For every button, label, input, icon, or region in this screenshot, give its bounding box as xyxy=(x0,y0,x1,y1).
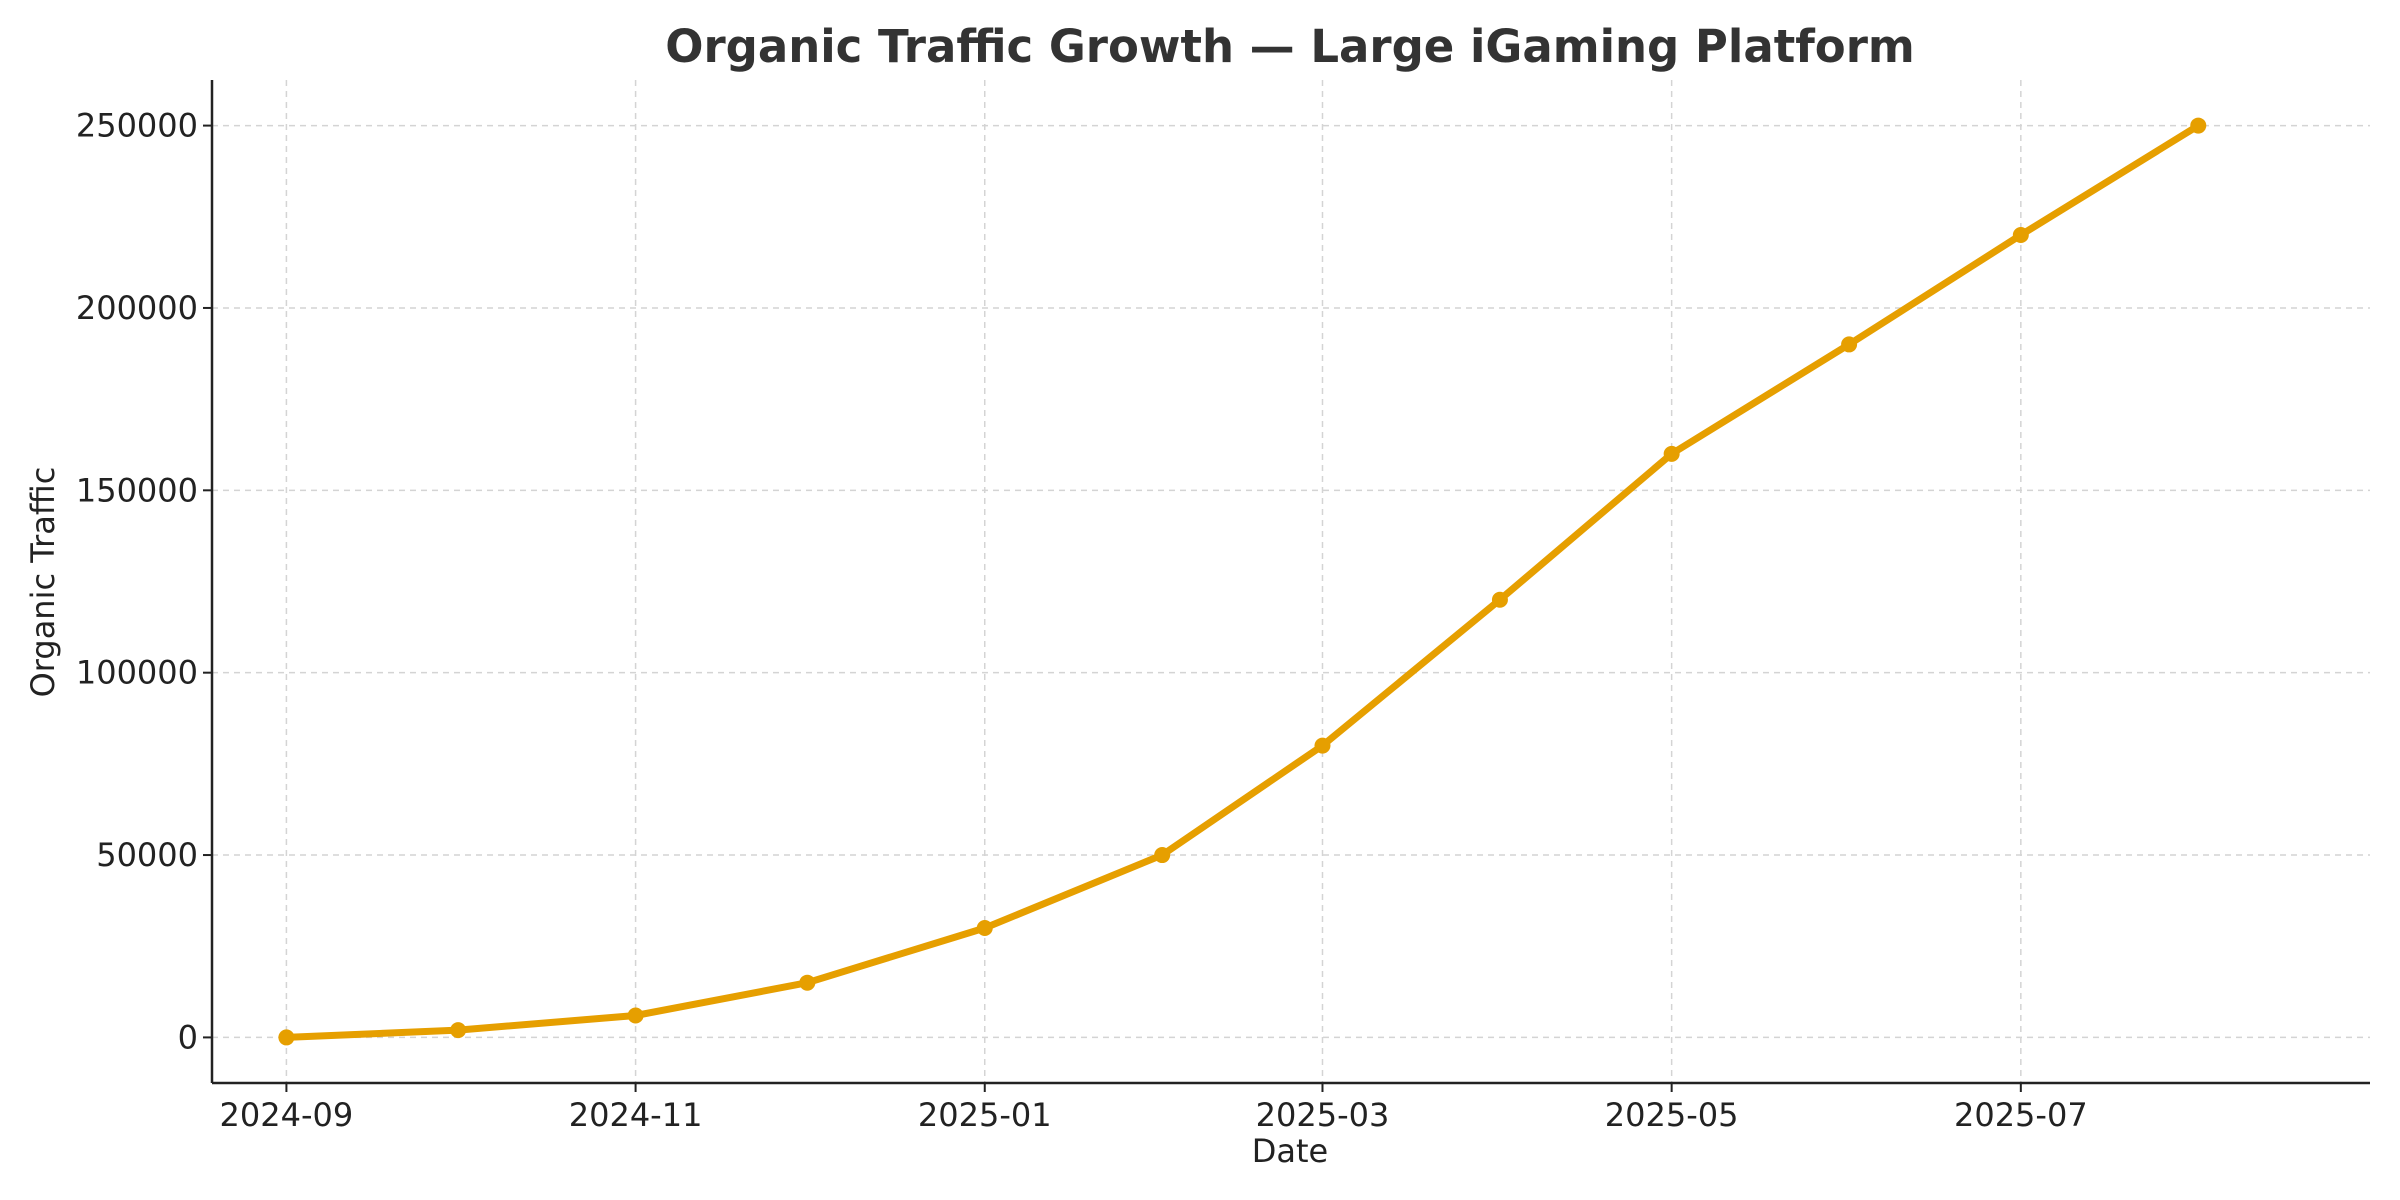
data-point xyxy=(2190,117,2207,134)
data-point xyxy=(278,1029,295,1046)
x-tick-label: 2024-11 xyxy=(569,1096,703,1134)
series-layer xyxy=(278,117,2207,1046)
x-tick-label: 2025-01 xyxy=(918,1096,1052,1134)
y-tick-label: 200000 xyxy=(76,289,198,327)
y-tick-label: 150000 xyxy=(76,471,198,509)
y-tick-label: 100000 xyxy=(76,654,198,692)
y-axis-label: Organic Traffic xyxy=(24,467,62,698)
x-tick-label: 2025-03 xyxy=(1256,1096,1390,1134)
gridlines xyxy=(212,80,2370,1083)
x-tick-label: 2025-05 xyxy=(1605,1096,1739,1134)
data-point xyxy=(1841,336,1858,353)
series-line xyxy=(282,122,2202,1041)
data-point xyxy=(1314,737,1331,754)
data-point xyxy=(627,1007,644,1024)
data-point xyxy=(1491,591,1508,608)
data-point xyxy=(450,1022,467,1039)
x-tick-label: 2025-07 xyxy=(1954,1096,2088,1134)
data-point xyxy=(1154,847,1171,864)
x-tick-label: 2024-09 xyxy=(220,1096,354,1134)
x-axis-label: Date xyxy=(1252,1132,1328,1170)
data-point xyxy=(976,919,993,936)
chart-title: Organic Traffic Growth — Large iGaming P… xyxy=(665,20,1915,73)
y-tick-label: 50000 xyxy=(96,836,198,874)
y-tick-label: 250000 xyxy=(76,107,198,145)
data-point xyxy=(1663,445,1680,462)
axis-ticks: 0 50000 100000 150000 200000 250000 2024-09 202… xyxy=(76,107,2088,1134)
data-point xyxy=(2012,227,2029,244)
data-point xyxy=(799,974,816,991)
y-tick-label: 0 xyxy=(178,1018,198,1056)
